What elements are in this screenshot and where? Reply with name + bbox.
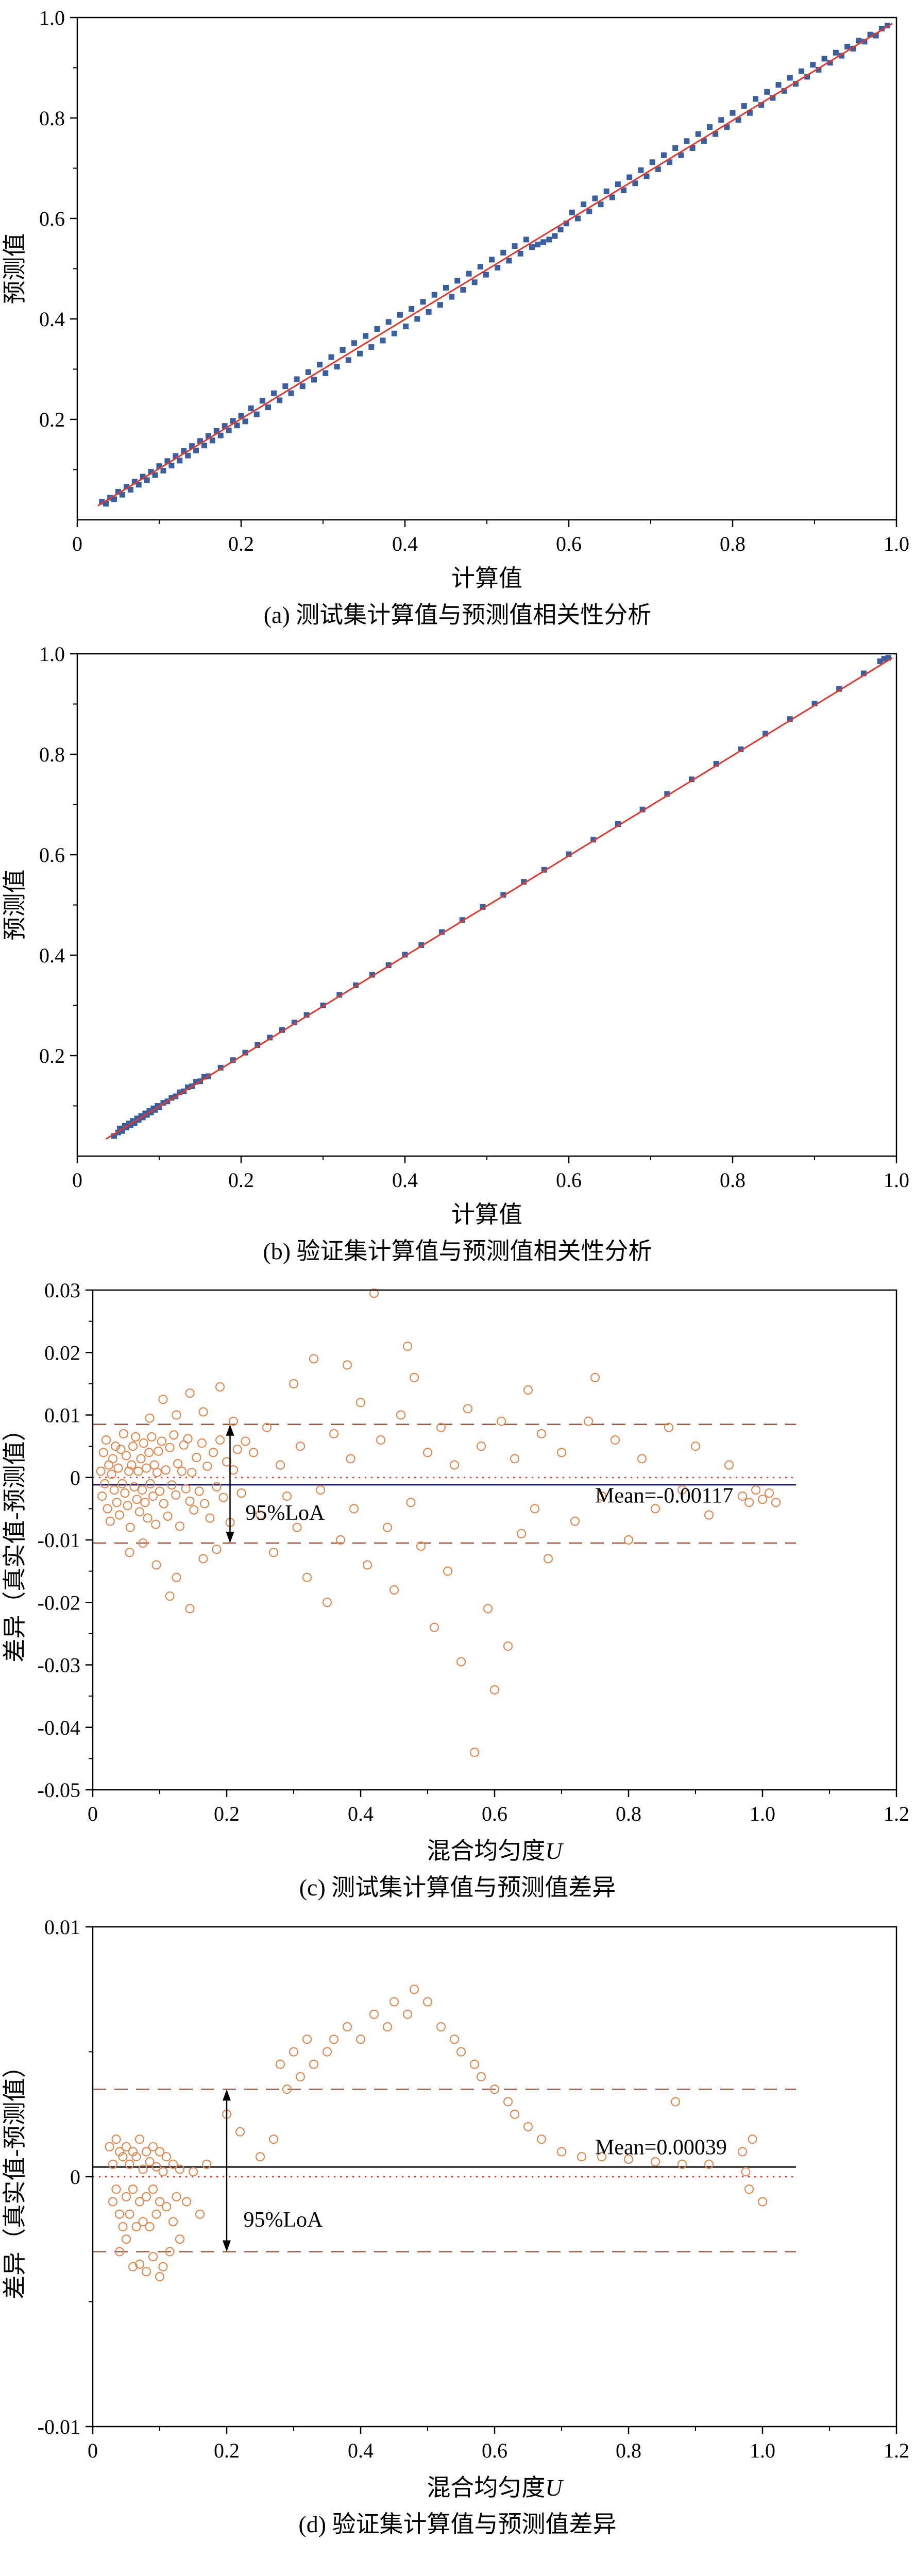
svg-text:0.6: 0.6: [39, 843, 65, 867]
svg-text:-0.05: -0.05: [38, 1778, 80, 1802]
svg-text:混合均匀度U: 混合均匀度U: [427, 2475, 564, 2501]
svg-text:0.8: 0.8: [720, 532, 745, 555]
chart-a-svg: 0 0.2 0.4 0.6 0.8 1.0 0.2 0.4 0.6 0.8 1.0 计算值 预测值: [2, 6, 909, 591]
svg-text:1.0: 1.0: [39, 642, 65, 666]
svg-text:0.4: 0.4: [392, 1168, 418, 1192]
chart-c-svg: 0 0.2 0.4 0.6 0.8 1.0 1.2 0.03 0.02 0.01 0 -0.01 -0.…: [2, 1279, 909, 1864]
svg-text:0: 0: [72, 532, 82, 555]
svg-text:1.0: 1.0: [884, 532, 909, 555]
svg-text:0: 0: [88, 1802, 98, 1825]
svg-text:0: 0: [88, 2439, 98, 2462]
svg-text:1.0: 1.0: [750, 2439, 775, 2462]
chart-b-svg: 0 0.2 0.4 0.6 0.8 1.0 0.2 0.4 0.6 0.8 1.0 计算值 预测值: [2, 642, 909, 1228]
chart-d-svg: 0 0.2 0.4 0.6 0.8 1.0 1.2 0.01 0 -0.01 95%LoA Mean=…: [2, 1916, 909, 2501]
svg-text:0.2: 0.2: [228, 532, 254, 555]
svg-text:Mean=0.00039: Mean=0.00039: [595, 2136, 727, 2159]
svg-text:95%LoA: 95%LoA: [245, 1502, 325, 1526]
chart-b-canvas: 0 0.2 0.4 0.6 0.8 1.0 0.2 0.4 0.6 0.8 1.0 计算值 预测值: [0, 638, 915, 1236]
chart-a-canvas: 0 0.2 0.4 0.6 0.8 1.0 0.2 0.4 0.6 0.8 1.0 计算值 预测值: [0, 2, 915, 600]
svg-text:1.0: 1.0: [884, 1168, 909, 1192]
caption-d: (d) 验证集计算值与预测值差异: [298, 2511, 617, 2537]
svg-text:0.8: 0.8: [39, 743, 65, 766]
svg-text:0.01: 0.01: [44, 1404, 80, 1427]
svg-text:预测值: 预测值: [2, 870, 28, 941]
svg-text:0.8: 0.8: [39, 107, 65, 130]
svg-text:-0.04: -0.04: [38, 1716, 80, 1739]
panel-c: 0 0.2 0.4 0.6 0.8 1.0 1.2 0.03 0.02 0.01 0 -0.01 -0.…: [0, 1275, 915, 1902]
svg-text:Mean=-0.00117: Mean=-0.00117: [595, 1484, 733, 1508]
svg-text:1.0: 1.0: [39, 6, 65, 29]
svg-text:0.8: 0.8: [720, 1168, 745, 1192]
svg-text:差异（真实值-预测值）: 差异（真实值-预测值）: [2, 2054, 28, 2299]
svg-text:0.4: 0.4: [348, 2439, 374, 2462]
caption-c: (c) 测试集计算值与预测值差异: [299, 1874, 616, 1901]
svg-text:0.4: 0.4: [348, 1802, 374, 1825]
panel-d: 0 0.2 0.4 0.6 0.8 1.0 1.2 0.01 0 -0.01 95%LoA Mean=…: [0, 1911, 915, 2538]
svg-text:计算值: 计算值: [451, 1201, 522, 1228]
svg-text:0.8: 0.8: [616, 1802, 641, 1825]
svg-text:0.2: 0.2: [39, 1044, 65, 1067]
svg-text:0.2: 0.2: [39, 408, 65, 431]
svg-text:0.6: 0.6: [39, 207, 65, 230]
svg-text:差异（真实值-预测值）: 差异（真实值-预测值）: [2, 1418, 28, 1663]
svg-text:0.6: 0.6: [556, 532, 582, 555]
svg-text:0.8: 0.8: [616, 2439, 641, 2462]
svg-text:0.2: 0.2: [214, 2439, 240, 2462]
caption-a: (a) 测试集计算值与预测值相关性分析: [263, 602, 652, 628]
svg-text:0.01: 0.01: [44, 1916, 80, 1939]
svg-text:0: 0: [72, 1168, 82, 1192]
svg-text:0.4: 0.4: [39, 944, 65, 967]
svg-text:1.2: 1.2: [884, 1802, 909, 1825]
svg-text:0.2: 0.2: [214, 1802, 240, 1825]
svg-text:预测值: 预测值: [2, 233, 28, 304]
svg-text:-0.03: -0.03: [38, 1654, 80, 1677]
svg-text:0.2: 0.2: [228, 1168, 254, 1192]
svg-text:0.02: 0.02: [44, 1342, 80, 1365]
svg-text:1.2: 1.2: [884, 2439, 909, 2462]
svg-text:0.6: 0.6: [482, 1802, 507, 1825]
panel-b: 0 0.2 0.4 0.6 0.8 1.0 0.2 0.4 0.6 0.8 1.0 计算值 预测值 (b…: [0, 638, 915, 1265]
svg-text:0: 0: [70, 2165, 80, 2189]
svg-text:-0.02: -0.02: [38, 1591, 80, 1615]
panel-a: 0 0.2 0.4 0.6 0.8 1.0 0.2 0.4 0.6 0.8 1.0 计算值 预测值 (a…: [0, 2, 915, 629]
svg-text:95%LoA: 95%LoA: [244, 2208, 324, 2232]
svg-text:-0.01: -0.01: [38, 1529, 80, 1552]
svg-text:计算值: 计算值: [451, 565, 522, 591]
svg-text:0.4: 0.4: [39, 308, 65, 331]
svg-text:0: 0: [70, 1466, 80, 1489]
chart-d-canvas: 0 0.2 0.4 0.6 0.8 1.0 1.2 0.01 0 -0.01 95%LoA Mean=…: [0, 1911, 915, 2509]
svg-text:混合均匀度U: 混合均匀度U: [427, 1838, 564, 1864]
svg-text:1.0: 1.0: [750, 1802, 775, 1825]
svg-text:0.6: 0.6: [482, 2439, 507, 2462]
svg-text:0.4: 0.4: [392, 532, 418, 555]
caption-b: (b) 验证集计算值与预测值相关性分析: [263, 1238, 652, 1265]
svg-text:0.6: 0.6: [556, 1168, 582, 1192]
svg-text:0.03: 0.03: [44, 1279, 80, 1302]
svg-text:-0.01: -0.01: [38, 2415, 80, 2438]
chart-c-canvas: 0 0.2 0.4 0.6 0.8 1.0 1.2 0.03 0.02 0.01 0 -0.01 -0.…: [0, 1275, 915, 1872]
